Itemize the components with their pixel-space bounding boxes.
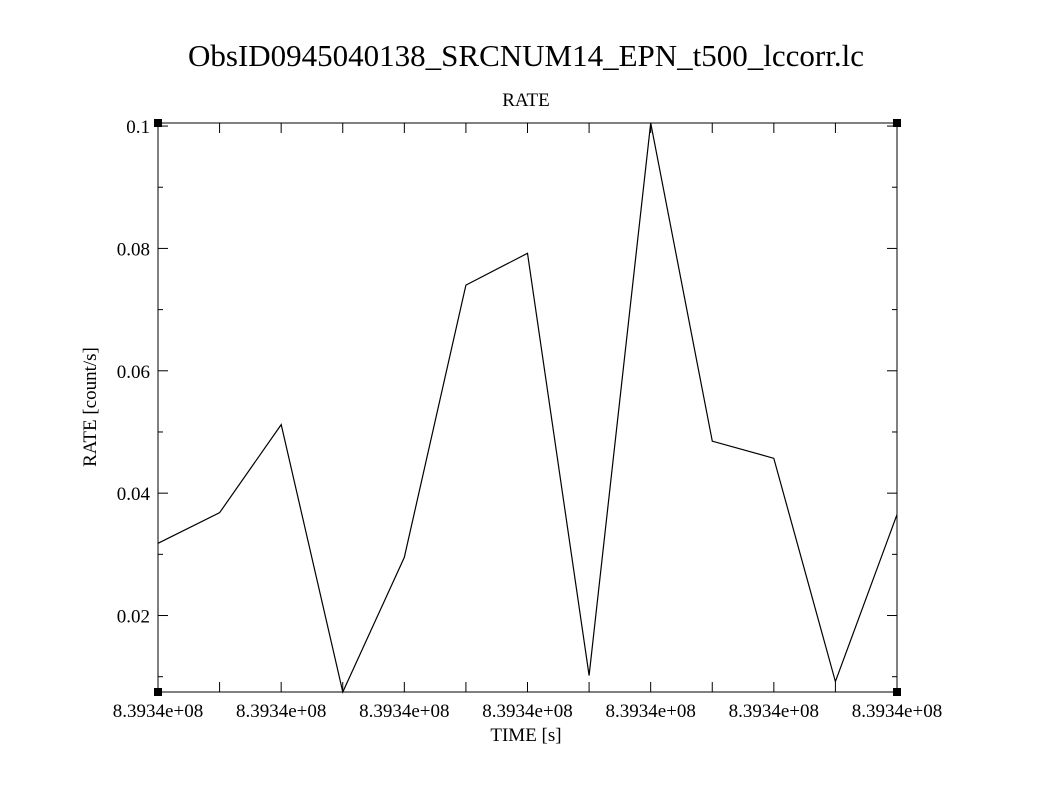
y-tick-label: 0.06 — [117, 362, 150, 383]
y-tick-label: 0.02 — [117, 607, 150, 628]
y-axis-ticks: 0.02 0.04 0.06 0.08 0.1 — [117, 117, 897, 678]
x-tick-label: 8.3934e+08 — [113, 701, 203, 722]
y-axis-label: RATE [count/s] — [80, 347, 101, 467]
x-tick-label: 8.3934e+08 — [359, 701, 449, 722]
x-tick-label: 8.3934e+08 — [236, 701, 326, 722]
y-tick-label: 0.1 — [126, 117, 150, 138]
series-group — [157, 122, 898, 694]
x-axis-label: TIME [s] — [490, 725, 561, 746]
y-tick-label: 0.08 — [117, 239, 150, 260]
corner-handles — [154, 119, 901, 696]
x-tick-label: 8.3934e+08 — [482, 701, 572, 722]
x-tick-label: 8.3934e+08 — [852, 701, 942, 722]
chart-title: ObsID0945040138_SRCNUM14_EPN_t500_lccorr… — [188, 38, 864, 73]
x-axis-ticks: 8.3934e+08 8.3934e+08 8.3934e+08 8.3934e+08… — [113, 123, 942, 722]
x-tick-label: 8.3934e+08 — [605, 701, 695, 722]
plot-frame — [157, 122, 898, 693]
y-tick-label: 0.04 — [117, 484, 151, 505]
x-tick-label: 8.3934e+08 — [729, 701, 819, 722]
chart-subtitle: RATE — [502, 90, 550, 111]
rate-series-line — [157, 122, 898, 694]
